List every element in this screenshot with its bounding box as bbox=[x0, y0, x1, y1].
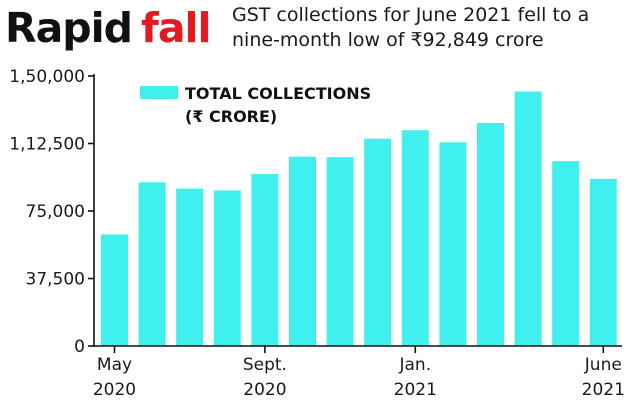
bar bbox=[364, 138, 392, 346]
legend-label: TOTAL COLLECTIONS bbox=[185, 84, 371, 103]
y-tick-label: 0 bbox=[74, 337, 85, 357]
bar bbox=[251, 174, 279, 346]
x-tick-label-year: 2021 bbox=[582, 380, 625, 400]
legend-swatch bbox=[140, 86, 178, 99]
bar bbox=[213, 190, 241, 346]
bar bbox=[401, 130, 429, 346]
legend-unit-label: (₹ CRORE) bbox=[185, 107, 277, 126]
bar bbox=[439, 142, 467, 346]
x-tick-label: May bbox=[97, 355, 132, 375]
bar bbox=[176, 188, 204, 346]
chart-header: Rapid fall GST collections for June 2021… bbox=[0, 0, 630, 60]
x-tick-label-year: 2021 bbox=[394, 380, 437, 400]
x-tick-label: Sept. bbox=[243, 355, 287, 375]
subtitle-line-1: GST collections for June 2021 fell to a bbox=[232, 4, 590, 26]
bar bbox=[552, 161, 580, 346]
bar bbox=[514, 91, 542, 346]
x-tick-label: June bbox=[584, 355, 622, 375]
chart-subtitle: GST collections for June 2021 fell to a … bbox=[232, 3, 628, 53]
y-tick-label: 1,50,000 bbox=[9, 67, 85, 87]
x-tick-label: Jan. bbox=[398, 355, 431, 375]
bar bbox=[326, 157, 354, 346]
bar bbox=[289, 156, 316, 346]
x-tick-label-year: 2020 bbox=[93, 380, 136, 400]
bar bbox=[477, 123, 504, 346]
y-tick-label: 1,12,500 bbox=[9, 135, 85, 155]
y-tick-label: 37,500 bbox=[26, 270, 85, 290]
bar bbox=[589, 178, 617, 346]
subtitle-line-2: nine-month low of ₹92,849 crore bbox=[232, 29, 544, 51]
bar bbox=[138, 182, 166, 346]
title-word-rapid: Rapid bbox=[5, 4, 133, 52]
title-word-fall: fall bbox=[141, 4, 212, 52]
x-tick-label-year: 2020 bbox=[243, 380, 286, 400]
bar bbox=[101, 234, 128, 346]
y-tick-label: 75,000 bbox=[26, 202, 85, 222]
